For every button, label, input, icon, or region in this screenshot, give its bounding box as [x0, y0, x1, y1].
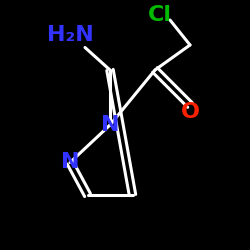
Text: N: N — [101, 115, 119, 135]
Text: Cl: Cl — [148, 5, 172, 25]
Text: H₂N: H₂N — [46, 25, 94, 45]
Text: N: N — [61, 152, 79, 172]
Text: O: O — [180, 102, 200, 122]
